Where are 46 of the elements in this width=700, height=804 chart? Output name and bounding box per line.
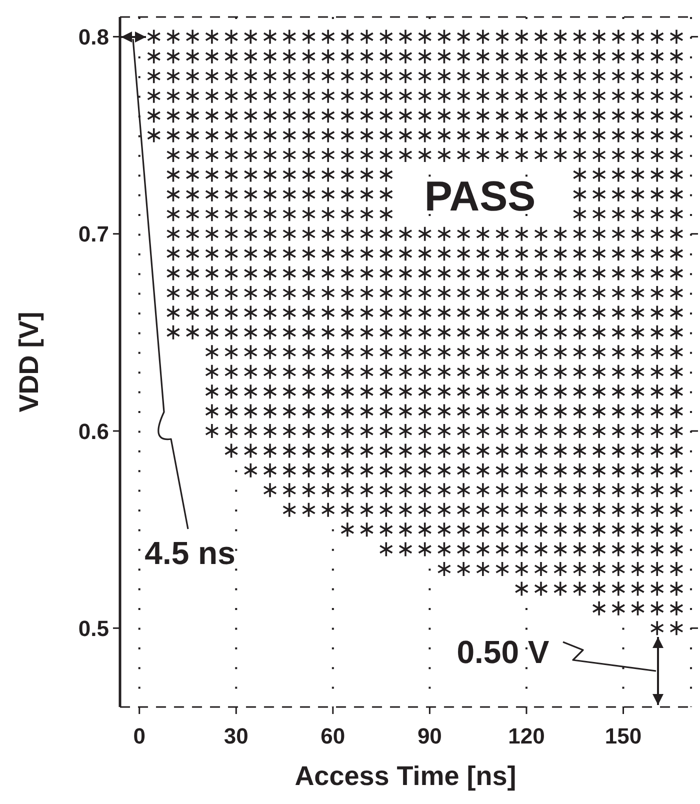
x-tick-label: 30 xyxy=(224,724,248,749)
point xyxy=(670,561,684,577)
x-tick-label: 90 xyxy=(417,724,442,749)
y-tick-label: 0.6 xyxy=(78,418,109,444)
x-tick-label: 0 xyxy=(133,724,146,749)
point xyxy=(670,344,684,360)
point xyxy=(670,147,684,163)
point xyxy=(670,265,684,282)
point xyxy=(670,384,684,400)
x-tick-label: 150 xyxy=(604,724,642,749)
point xyxy=(670,304,684,321)
y-axis-title: VDD [V] xyxy=(14,312,44,412)
point xyxy=(670,28,684,45)
y-tick-label: 0.7 xyxy=(78,222,109,247)
point xyxy=(670,442,684,459)
point xyxy=(670,620,684,636)
point xyxy=(670,522,684,538)
annotation: 4.5 ns xyxy=(144,535,236,571)
point xyxy=(670,482,684,498)
y-tick-label: 0.8 xyxy=(78,24,109,50)
point xyxy=(670,127,684,144)
point xyxy=(670,285,684,301)
point xyxy=(670,600,684,616)
annotation: PASS xyxy=(424,172,536,220)
point xyxy=(670,324,684,340)
point xyxy=(670,246,684,262)
point xyxy=(670,48,684,64)
annotation: 0.50 V xyxy=(456,634,550,670)
point xyxy=(670,108,684,124)
point xyxy=(670,403,684,420)
x-axis-title: Access Time [ns] xyxy=(294,761,516,791)
point xyxy=(670,186,684,202)
x-tick-label: 60 xyxy=(320,724,346,749)
point xyxy=(670,423,684,439)
point xyxy=(670,502,684,518)
y-tick-label: 0.5 xyxy=(78,616,109,641)
point xyxy=(670,166,684,183)
point xyxy=(670,580,684,597)
point xyxy=(670,541,684,558)
point xyxy=(670,68,684,84)
point xyxy=(670,206,684,222)
point xyxy=(670,462,684,478)
point xyxy=(670,88,684,104)
x-tick-label: 120 xyxy=(508,724,545,749)
point xyxy=(670,226,684,242)
point xyxy=(670,364,684,380)
